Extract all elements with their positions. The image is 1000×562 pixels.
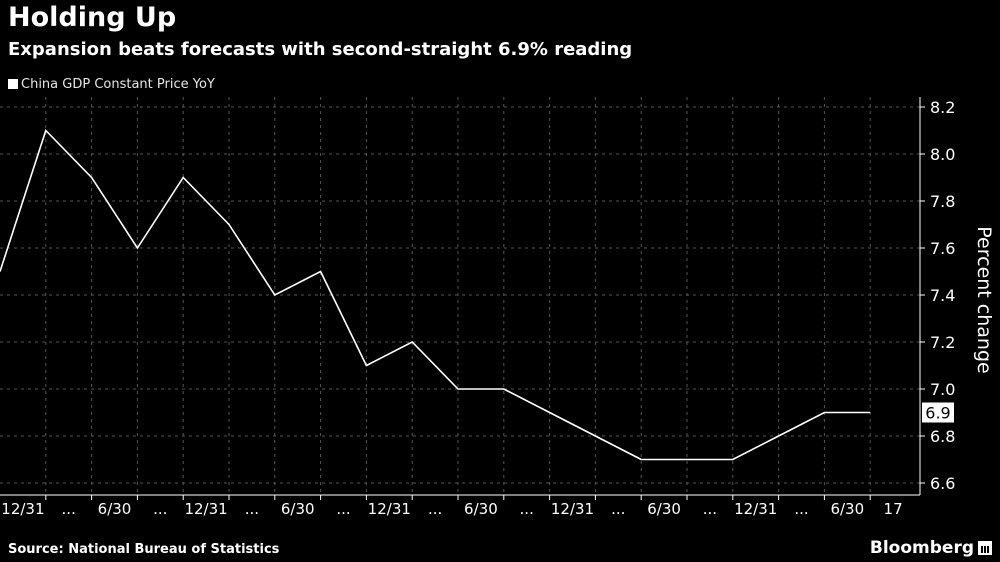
x-tick-label: ... [153, 500, 167, 518]
grid-layer [0, 97, 920, 495]
x-tick-label: 12/31 [1, 500, 44, 518]
x-tick-label: 12/31 [368, 500, 411, 518]
x-tick-label: ... [336, 500, 350, 518]
legend: China GDP Constant Price YoY [8, 77, 215, 92]
chart-title: Holding Up [8, 2, 177, 33]
x-tick-label: 6/30 [98, 500, 132, 518]
bloomberg-logo-icon [978, 541, 992, 555]
x-tick-label: ... [794, 500, 808, 518]
x-tick-label: 17 [884, 500, 903, 518]
y-tick-label: 8.2 [930, 98, 955, 117]
x-tick-label: 6/30 [281, 500, 315, 518]
x-tick-label: 12/31 [551, 500, 594, 518]
axis-layer: 6.6 6.8 7.0 7.2 7.4 7.6 7.8 8.0 8.2 12/31... 6/30.… [0, 97, 995, 518]
legend-label: China GDP Constant Price YoY [21, 77, 215, 92]
legend-swatch [8, 79, 18, 89]
y-tick-label: 7.0 [930, 380, 955, 399]
last-value-label: 6.9 [925, 404, 950, 423]
x-tick-label: ... [62, 500, 76, 518]
x-tick-label: ... [703, 500, 717, 518]
x-tick-label: ... [428, 500, 442, 518]
y-tick-label: 7.2 [930, 333, 955, 352]
x-tick-label: ... [245, 500, 259, 518]
x-tick-label: ... [520, 500, 534, 518]
y-tick-label: 7.4 [930, 286, 955, 305]
y-tick-label: 6.8 [930, 427, 955, 446]
source-note: Source: National Bureau of Statistics [8, 542, 280, 557]
gdp-series-line [0, 128, 871, 461]
x-tick-label: 6/30 [647, 500, 681, 518]
series-layer: 6.9 [0, 128, 954, 461]
chart-subtitle: Expansion beats forecasts with second-st… [8, 39, 633, 60]
x-tick-label: 12/31 [734, 500, 777, 518]
y-tick-label: 8.0 [930, 145, 955, 164]
x-tick-label: 12/31 [184, 500, 227, 518]
y-tick-label: 7.6 [930, 239, 955, 258]
y-tick-label: 7.8 [930, 192, 955, 211]
x-tick-label: 6/30 [830, 500, 864, 518]
y-axis-title: Percent change [973, 226, 995, 373]
y-tick-label: 6.6 [930, 474, 955, 493]
brand-name: Bloomberg [869, 538, 974, 558]
last-value-box [922, 402, 954, 423]
x-tick-label: ... [611, 500, 625, 518]
x-tick-label: 6/30 [464, 500, 498, 518]
